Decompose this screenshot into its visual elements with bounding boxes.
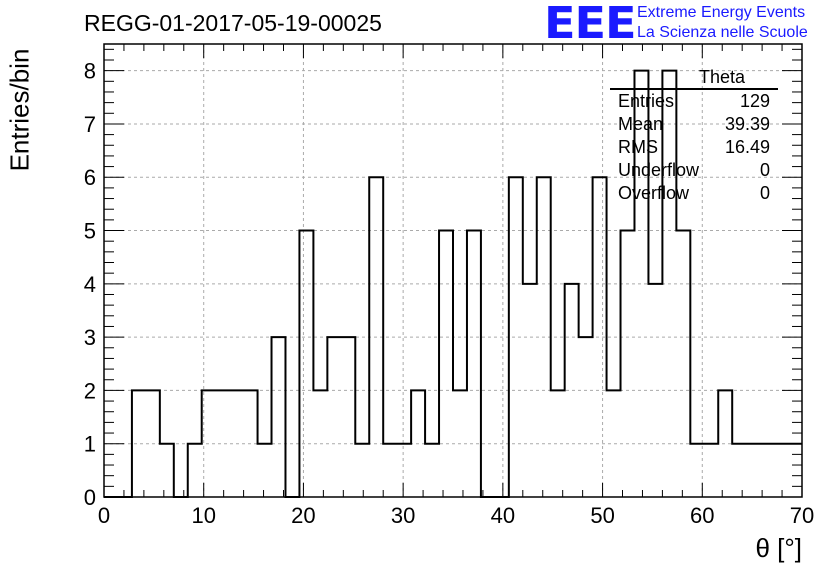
- y-tick-label: 2: [84, 378, 96, 403]
- tick-labels: 0 10 20 30 40 50 60 70 0 1 2 3 4 5 6 7 8: [84, 59, 814, 528]
- x-tick-label: 0: [98, 503, 110, 528]
- y-tick-label: 4: [84, 272, 96, 297]
- eee-logo: EEE: [544, 0, 637, 49]
- stats-label: Underflow: [618, 160, 700, 180]
- y-tick-label: 1: [84, 432, 96, 457]
- y-tick-label: 6: [84, 165, 96, 190]
- x-tick-label: 10: [191, 503, 215, 528]
- stats-value: 39.39: [724, 114, 770, 134]
- stats-row-underflow: Underflow 0: [610, 159, 778, 182]
- stats-value: 129: [739, 91, 770, 111]
- stats-label: Entries: [618, 91, 675, 111]
- stats-value: 0: [759, 183, 770, 203]
- stats-value: 0: [759, 160, 770, 180]
- x-axis-label: θ [°]: [755, 533, 802, 563]
- stats-title: Theta: [610, 66, 778, 90]
- x-tick-label: 40: [491, 503, 515, 528]
- plot-frame: [103, 43, 803, 498]
- x-tick-label: 30: [391, 503, 415, 528]
- x-tick-label: 50: [590, 503, 614, 528]
- y-tick-label: 7: [84, 112, 96, 137]
- histogram-outline: [104, 69, 802, 498]
- chart-title: REGG-01-2017-05-19-00025: [84, 10, 382, 36]
- stats-label: RMS: [618, 137, 658, 157]
- x-tick-label: 70: [790, 503, 814, 528]
- x-tick-label: 20: [291, 503, 315, 528]
- y-tick-label: 3: [84, 325, 96, 350]
- stats-label: Mean: [618, 114, 664, 134]
- stats-row-entries: Entries 129: [610, 90, 778, 113]
- stats-row-overflow: Overflow 0: [610, 182, 778, 205]
- y-axis-label: Entries/bin: [4, 48, 35, 172]
- y-tick-label: 0: [84, 485, 96, 510]
- x-tick-label: 60: [690, 503, 714, 528]
- stats-value: 16.49: [724, 137, 770, 157]
- stats-label: Overflow: [618, 183, 690, 203]
- y-tick-label: 8: [84, 59, 96, 84]
- stats-box: Theta Entries 129 Mean 39.39 RMS 16.49 U…: [610, 66, 778, 205]
- y-tick-label: 5: [84, 219, 96, 244]
- stats-row-rms: RMS 16.49: [610, 136, 778, 159]
- axis-ticks: [103, 44, 803, 498]
- stats-row-mean: Mean 39.39: [610, 113, 778, 136]
- logo-subtitle-line1: Extreme Energy Events: [637, 4, 806, 21]
- logo-subtitle-line2: La Scienza nelle Scuole: [637, 24, 808, 41]
